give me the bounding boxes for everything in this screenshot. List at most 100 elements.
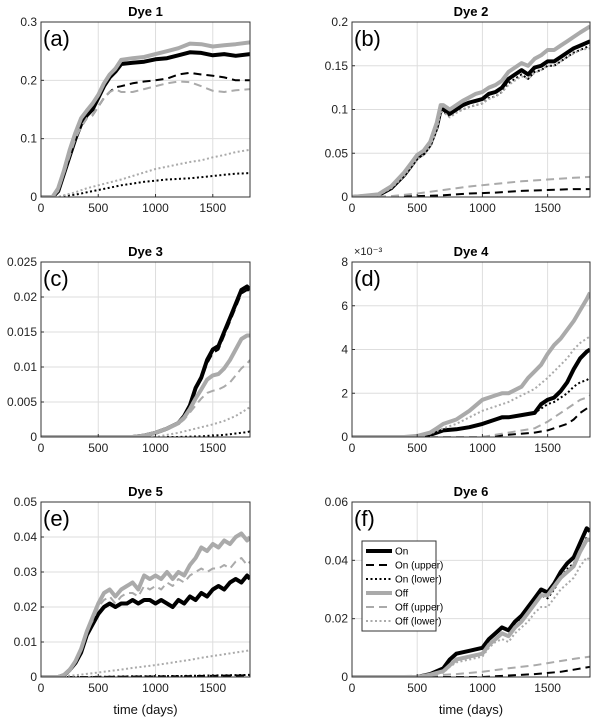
x-tick-label: 1000 bbox=[142, 681, 169, 695]
series-line-off bbox=[352, 24, 590, 197]
series-line-off-upper bbox=[41, 557, 250, 677]
x-tick-label: 0 bbox=[38, 201, 45, 215]
y-tick-label: 0.05 bbox=[325, 146, 349, 160]
series-line-off-lower bbox=[41, 148, 250, 197]
series-line-on bbox=[352, 39, 590, 197]
x-axis-label: time (days) bbox=[113, 702, 177, 717]
series-line-off-lower bbox=[41, 406, 250, 437]
series-group bbox=[41, 40, 250, 197]
y-tick-label: 0.02 bbox=[325, 612, 349, 626]
series-group bbox=[352, 291, 590, 437]
panel-title: Dye 4 bbox=[454, 244, 489, 259]
x-tick-label: 1500 bbox=[534, 681, 561, 695]
x-tick-label: 1000 bbox=[469, 441, 496, 455]
y-tick-label: 0.3 bbox=[20, 15, 37, 29]
panel-title: Dye 1 bbox=[128, 4, 163, 19]
y-tick-label: 4 bbox=[341, 343, 348, 357]
axes-frame bbox=[40, 261, 251, 438]
panel-b: 0 500 1000 1500 0 0.05 0.1 0.15 0.2 Dye 2 (b) bbox=[325, 4, 591, 215]
y-tick-label: 2 bbox=[341, 386, 348, 400]
y-tick-label: 0 bbox=[30, 430, 37, 444]
panel-label: (f) bbox=[354, 506, 375, 531]
y-tick-label: 0 bbox=[341, 430, 348, 444]
panel-c: 0 500 1000 1500 0 0.005 0.01 0.015 0.02 0.025 Dye … bbox=[7, 244, 251, 455]
series-line-off bbox=[352, 537, 590, 677]
series-line-on-lower bbox=[352, 536, 590, 677]
y-tick-label: 0.025 bbox=[7, 255, 37, 269]
panel-label: (c) bbox=[43, 266, 69, 291]
y-tick-label: 0 bbox=[341, 190, 348, 204]
panel-f: 0 500 1000 1500 0 0.02 0.04 0.06 Dye 6 (f) time (d… bbox=[325, 484, 591, 717]
y-tick-label: 0 bbox=[341, 670, 348, 684]
x-tick-label: 1000 bbox=[469, 681, 496, 695]
series-line-off-upper bbox=[352, 175, 590, 197]
panel-e: 0 500 1000 1500 0 0.01 0.02 0.03 0.04 0.05 Dye 5 (e… bbox=[14, 484, 251, 717]
x-tick-label: 1500 bbox=[534, 201, 561, 215]
panel-label: (a) bbox=[43, 26, 70, 51]
series-line-on-upper bbox=[352, 665, 590, 677]
series-line-off-lower bbox=[352, 556, 590, 677]
plot-area bbox=[41, 502, 250, 677]
panel-label: (e) bbox=[43, 506, 70, 531]
y-tick-label: 0.1 bbox=[20, 132, 37, 146]
panel-title: Dye 6 bbox=[454, 484, 489, 499]
y-tick-label: 0.1 bbox=[331, 103, 348, 117]
y-tick-label: 0.02 bbox=[14, 600, 38, 614]
panel-label: (d) bbox=[354, 266, 381, 291]
series-line-on-upper bbox=[41, 289, 250, 437]
x-tick-label: 1000 bbox=[469, 201, 496, 215]
y-tick-label: 0.005 bbox=[7, 395, 37, 409]
x-tick-label: 1000 bbox=[142, 441, 169, 455]
series-line-off-lower bbox=[41, 648, 250, 677]
x-tick-label: 0 bbox=[38, 681, 45, 695]
y-tick-label: 0.2 bbox=[331, 15, 348, 29]
y-tick-label: 0.2 bbox=[20, 73, 37, 87]
series-group bbox=[41, 531, 250, 677]
x-tick-label: 0 bbox=[349, 441, 356, 455]
series-line-on-lower bbox=[41, 172, 250, 197]
x-tick-label: 500 bbox=[407, 201, 427, 215]
x-tick-label: 500 bbox=[88, 681, 108, 695]
x-tick-label: 500 bbox=[88, 201, 108, 215]
legend-label: On bbox=[395, 547, 408, 558]
x-tick-label: 0 bbox=[349, 681, 356, 695]
y-tick-label: 0.01 bbox=[14, 635, 38, 649]
series-line-on-upper bbox=[41, 674, 250, 677]
y-tick-label: 0.06 bbox=[325, 495, 349, 509]
x-tick-label: 1500 bbox=[199, 201, 226, 215]
x-tick-label: 0 bbox=[38, 441, 45, 455]
series-line-off-upper bbox=[352, 655, 590, 677]
legend-label: Off bbox=[395, 589, 408, 600]
series-group bbox=[41, 284, 250, 437]
x-tick-label: 1500 bbox=[534, 441, 561, 455]
y-tick-label: 0.015 bbox=[7, 325, 37, 339]
axes-frame bbox=[40, 21, 251, 198]
series-line-off bbox=[41, 40, 250, 197]
x-tick-label: 500 bbox=[407, 681, 427, 695]
plot-area bbox=[41, 22, 250, 197]
series-line-off-upper bbox=[41, 80, 250, 197]
legend-label: On (upper) bbox=[395, 561, 443, 572]
legend: On On (upper) On (lower) Off Off (upper) Off … bbox=[361, 540, 443, 632]
y-tick-label: 0 bbox=[30, 670, 37, 684]
series-line-off-upper bbox=[352, 394, 590, 437]
series-line-off bbox=[41, 333, 250, 437]
axes-frame bbox=[351, 501, 591, 678]
panel-d: 0 500 1000 1500 0 2 4 6 8 Dye 4 (d) ×10⁻³ bbox=[341, 244, 591, 455]
x-tick-label: 1500 bbox=[199, 441, 226, 455]
panel-a: 0 500 1000 1500 0 0.1 0.2 0.3 Dye 1 (a) bbox=[20, 4, 251, 215]
series-line-off bbox=[352, 291, 590, 437]
panel-label: (b) bbox=[354, 26, 381, 51]
legend-label: Off (lower) bbox=[395, 617, 442, 628]
series-group bbox=[352, 24, 590, 197]
series-line-off-upper bbox=[41, 359, 250, 437]
legend-label: On (lower) bbox=[395, 575, 442, 586]
legend-box bbox=[361, 540, 437, 632]
y-tick-label: 6 bbox=[341, 299, 348, 313]
x-tick-label: 500 bbox=[88, 441, 108, 455]
y-tick-label: 0.04 bbox=[325, 553, 349, 567]
x-tick-label: 1500 bbox=[199, 681, 226, 695]
panel-title: Dye 2 bbox=[454, 4, 489, 19]
x-tick-label: 500 bbox=[407, 441, 427, 455]
